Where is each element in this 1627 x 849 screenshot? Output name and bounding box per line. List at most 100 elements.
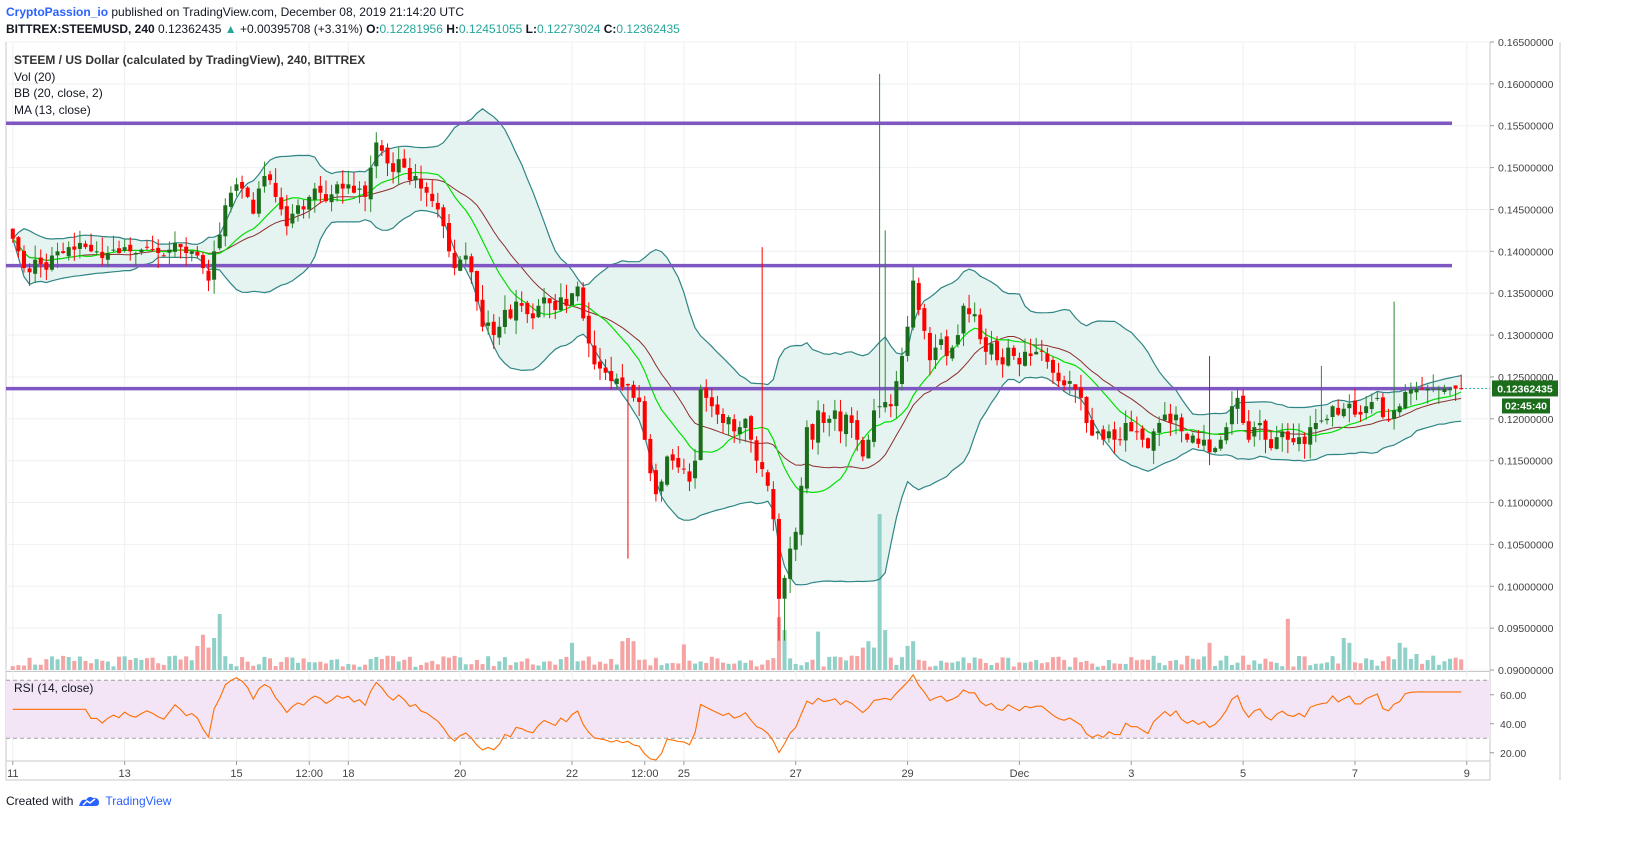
volume-bar [217,614,222,670]
support-resistance-lines[interactable] [6,121,1490,391]
candle-body [877,406,882,408]
volume-bar [1067,666,1072,670]
low-label: L: [525,22,537,36]
candle-body [519,303,524,306]
candle-body [172,242,177,252]
candle-body [575,286,580,297]
volume-bar [665,663,670,670]
time-tick-label: 13 [119,768,131,780]
candle-body [1408,389,1413,394]
volume-bar [916,659,921,670]
candle-body [83,243,88,248]
volume-bar [693,663,698,670]
candle-body [1050,359,1055,373]
volume-bar [1185,655,1190,670]
candle-body [1011,347,1016,356]
volume-bar [1453,657,1458,670]
volume-bar [653,657,658,670]
legend-volume[interactable]: Vol (20) [14,69,56,84]
volume-bar [609,658,614,670]
volume-bar [860,647,865,670]
volume-bar [1151,655,1156,670]
candle-body [967,308,972,315]
volume-bar [1364,658,1369,670]
legend-rsi[interactable]: RSI (14, close) [14,681,94,695]
candle-body [33,259,38,274]
candle-body [1291,438,1296,443]
candle-body [128,244,133,252]
candle-body [1224,427,1229,441]
candle-body [670,454,675,461]
volume-bar [676,663,681,670]
volume-bar [698,661,703,670]
volume-bar [1073,657,1078,670]
legend-bollinger[interactable]: BB (20, close, 2) [14,86,103,100]
candle-body [273,182,278,197]
volume-bar [558,659,563,670]
tradingview-link[interactable]: TradingView [105,794,172,808]
volume-bar [419,664,424,670]
volume-bar [284,657,289,670]
volume-bar [894,664,899,670]
volume-bar [223,656,228,670]
candle-body [1420,388,1425,390]
bollinger-band-fill [12,108,1462,585]
candle-body [542,297,547,304]
rsi-pane [6,673,1490,761]
time-tick-label: 22 [566,768,578,780]
author-name[interactable]: CryptoPassion_io [6,5,109,19]
volume-bar [508,665,513,670]
candle-body [1118,439,1123,441]
volume-bar [1285,618,1290,670]
volume-bar [625,638,630,670]
candle-body [1028,353,1033,356]
volume-bar [94,659,99,670]
price-change: +0.00395708 (+3.31%) [240,22,363,36]
volume-bar [1297,655,1302,670]
candle-body [480,299,485,327]
volume-bar [1140,659,1145,670]
candle-body [94,251,99,253]
candle-body [474,271,479,302]
candle-body [1168,413,1173,423]
candle-body [1347,403,1352,409]
candle-body [1414,388,1419,393]
candle-body [1190,435,1195,443]
volume-bar [1269,661,1274,670]
candle-body [788,548,793,579]
candle-body [1358,411,1363,415]
legend-main-series[interactable]: STEEM / US Dollar (calculated by Trading… [14,53,366,67]
volume-bar [1062,660,1067,670]
volume-bar [1336,663,1341,670]
volume-bar [1420,663,1425,670]
candle-body [771,489,776,520]
price-tick-label: 0.10000000 [1498,581,1554,593]
candle-body [1017,357,1022,365]
volume-bar [1431,655,1436,670]
created-with-text: Created with [6,794,74,808]
volume-bar [754,666,759,670]
volume-bar [480,664,485,670]
volume-bar [407,656,412,670]
volume-bar [1224,655,1229,670]
volume-bar [1162,665,1167,670]
candle-body [1112,429,1117,440]
candle-body [424,186,429,193]
candle-body [463,255,468,260]
candle-body [844,414,849,435]
legend-ma[interactable]: MA (13, close) [14,102,91,117]
candle-body [1369,402,1374,410]
candle-body [989,343,994,355]
volume-bar [570,642,575,670]
volume-bar [715,658,720,670]
candle-body [687,471,692,482]
volume-bar [760,664,765,670]
volume-bar [1425,660,1430,670]
candle-body [799,485,804,535]
candle-body [1196,438,1201,444]
volume-bar [709,656,714,670]
candle-body [860,439,865,457]
time-tick-label: 9 [1464,768,1470,780]
volume-bar [172,655,177,670]
